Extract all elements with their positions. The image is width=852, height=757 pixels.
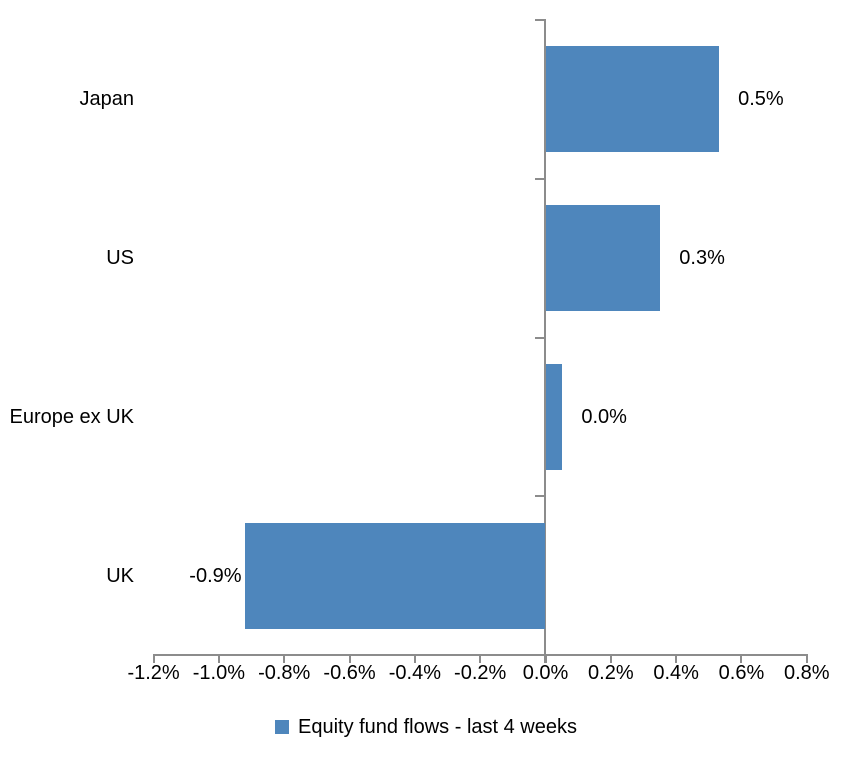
x-axis-tick-label: -1.0% (192, 662, 246, 684)
y-axis-line (544, 19, 546, 663)
bar-japan (546, 46, 720, 153)
category-label: Japan (79, 88, 135, 111)
x-axis-tick (609, 656, 612, 663)
x-axis-tick (479, 656, 482, 663)
bar-us (546, 205, 661, 312)
y-axis-tick (535, 336, 544, 339)
y-axis-tick (535, 177, 544, 180)
x-axis-tick-label: 0.4% (653, 662, 699, 684)
data-label: 0.5% (738, 88, 784, 111)
category-label: UK (106, 564, 134, 587)
x-axis-tick-label: -0.4% (388, 662, 441, 684)
x-axis-tick-label: 0.2% (588, 662, 634, 684)
bar-europe-ex-uk (546, 363, 563, 470)
y-axis-tick (535, 495, 544, 498)
data-label: 0.0% (581, 405, 627, 428)
x-axis-tick-label: 0.6% (718, 662, 765, 684)
x-axis-tick (413, 656, 416, 663)
x-axis-tick (740, 656, 743, 663)
bar-uk (244, 522, 545, 629)
data-label: 0.3% (679, 247, 725, 270)
x-axis-tick (675, 656, 678, 663)
x-axis-tick (805, 656, 808, 663)
category-label: US (106, 247, 134, 270)
data-label: -0.9% (189, 564, 242, 587)
y-axis-tick (535, 19, 544, 21)
x-axis-tick-label: -0.8% (258, 662, 311, 684)
x-axis-tick-label: -0.2% (454, 662, 507, 684)
legend-swatch-icon (274, 720, 289, 734)
legend-label: Equity fund flows - last 4 weeks (297, 715, 577, 738)
x-axis-tick (217, 656, 220, 663)
x-axis-tick (348, 656, 351, 663)
category-label: Europe ex UK (9, 405, 134, 428)
x-axis-tick-label: -0.6% (323, 662, 376, 684)
x-axis-tick-label: 0.0% (522, 662, 569, 684)
x-axis-tick (544, 656, 547, 663)
x-axis-line (152, 654, 808, 656)
x-axis-tick-label: 0.8% (783, 662, 830, 684)
legend: Equity fund flows - last 4 weeks (0, 713, 852, 741)
x-axis-tick-label: -1.2% (127, 662, 180, 684)
x-axis-tick (152, 656, 155, 663)
x-axis-tick (283, 656, 286, 663)
